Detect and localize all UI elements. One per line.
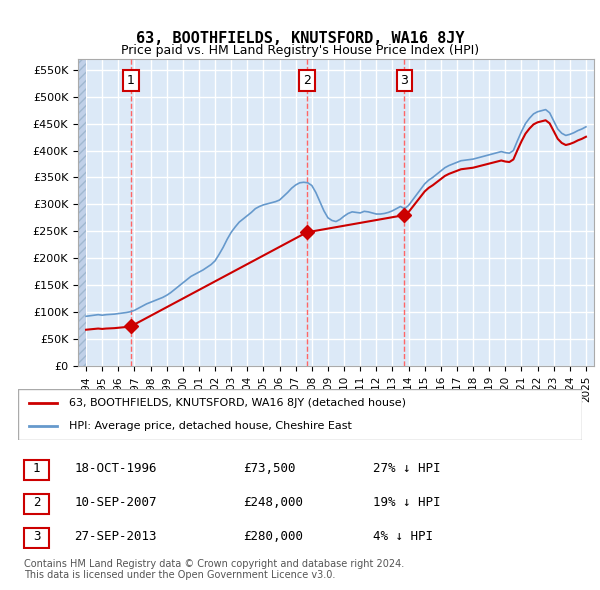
Text: 3: 3 — [33, 530, 40, 543]
Text: 4% ↓ HPI: 4% ↓ HPI — [373, 530, 433, 543]
FancyBboxPatch shape — [18, 389, 582, 440]
Text: 63, BOOTHFIELDS, KNUTSFORD, WA16 8JY: 63, BOOTHFIELDS, KNUTSFORD, WA16 8JY — [136, 31, 464, 46]
FancyBboxPatch shape — [23, 494, 49, 513]
Text: £280,000: £280,000 — [244, 530, 304, 543]
Text: 2: 2 — [303, 74, 311, 87]
Text: £248,000: £248,000 — [244, 496, 304, 509]
Text: 10-SEP-2007: 10-SEP-2007 — [74, 496, 157, 509]
Text: 2: 2 — [33, 496, 40, 509]
Text: 27% ↓ HPI: 27% ↓ HPI — [373, 461, 441, 475]
Text: 27-SEP-2013: 27-SEP-2013 — [74, 530, 157, 543]
Text: 1: 1 — [127, 74, 135, 87]
FancyBboxPatch shape — [23, 460, 49, 480]
Bar — [78, 59, 86, 366]
Text: HPI: Average price, detached house, Cheshire East: HPI: Average price, detached house, Ches… — [69, 421, 352, 431]
Text: £73,500: £73,500 — [244, 461, 296, 475]
Text: 63, BOOTHFIELDS, KNUTSFORD, WA16 8JY (detached house): 63, BOOTHFIELDS, KNUTSFORD, WA16 8JY (de… — [69, 398, 406, 408]
Bar — [78, 59, 86, 366]
Text: 18-OCT-1996: 18-OCT-1996 — [74, 461, 157, 475]
Text: Price paid vs. HM Land Registry's House Price Index (HPI): Price paid vs. HM Land Registry's House … — [121, 44, 479, 57]
Text: 1: 1 — [33, 461, 40, 475]
Text: 19% ↓ HPI: 19% ↓ HPI — [373, 496, 441, 509]
Text: Contains HM Land Registry data © Crown copyright and database right 2024.
This d: Contains HM Land Registry data © Crown c… — [24, 559, 404, 580]
Text: 3: 3 — [400, 74, 409, 87]
FancyBboxPatch shape — [23, 528, 49, 548]
